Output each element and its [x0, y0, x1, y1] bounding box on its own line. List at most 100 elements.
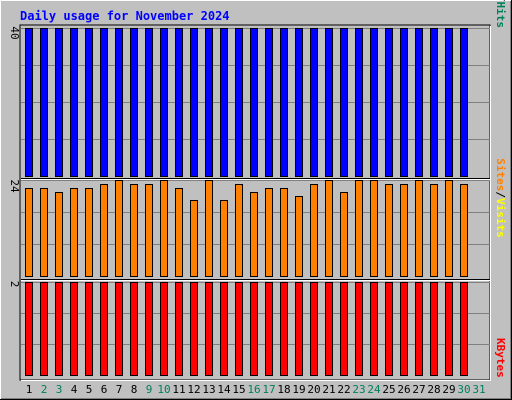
bar-kbytes-day-1 — [25, 282, 33, 376]
bar-files-day-1 — [25, 28, 33, 177]
bar-files-day-11 — [175, 28, 183, 177]
x-label-day-14: 14 — [217, 383, 231, 396]
bar-files-day-12 — [190, 28, 198, 177]
bar-sites-day-21 — [325, 180, 333, 277]
bar-sites-day-29 — [445, 180, 453, 277]
x-label-day-19: 19 — [292, 383, 305, 396]
bar-files-day-2 — [40, 28, 48, 177]
panel-separators — [21, 178, 490, 281]
bar-sites-day-13 — [205, 180, 213, 277]
bar-kbytes-day-4 — [70, 282, 78, 376]
bar-kbytes-day-11 — [175, 282, 183, 376]
bar-kbytes-day-28 — [430, 282, 438, 376]
chart-title: Daily usage for November 2024 — [20, 9, 230, 23]
x-label-day-11: 11 — [172, 383, 185, 396]
bar-sites-day-11 — [175, 188, 183, 277]
bar-kbytes-day-6 — [100, 282, 108, 376]
x-label-day-31: 31 — [472, 383, 485, 396]
x-label-day-30: 30 — [457, 383, 470, 396]
bar-files-day-3 — [55, 28, 63, 177]
x-label-day-25: 25 — [382, 383, 395, 396]
bar-sites-day-15 — [235, 184, 243, 277]
bar-sites-day-2 — [40, 188, 48, 277]
bar-kbytes-day-22 — [340, 282, 348, 376]
legend-slash-2: / — [494, 0, 507, 2]
bar-sites-day-23 — [355, 180, 363, 277]
bar-files-day-30 — [460, 28, 468, 177]
bar-files-day-22 — [340, 28, 348, 177]
x-label-day-7: 7 — [116, 383, 123, 396]
bar-kbytes-day-26 — [400, 282, 408, 376]
bar-files-day-29 — [445, 28, 453, 177]
bar-kbytes-day-25 — [385, 282, 393, 376]
bar-files-day-7 — [115, 28, 123, 177]
bar-sites-day-6 — [100, 184, 108, 277]
x-label-day-29: 29 — [442, 383, 455, 396]
bar-sites-day-1 — [25, 188, 33, 277]
x-label-day-22: 22 — [337, 383, 350, 396]
x-axis-labels: 1 2 3 4 5 6 7 8 9 10 11 12 13 14 15 16 17 18 19 20 21 22 23 24 2… — [26, 383, 486, 396]
x-label-day-1: 1 — [26, 383, 33, 396]
bar-kbytes-day-2 — [40, 282, 48, 376]
legend-hits-files-pages: Pages/Files/Hits — [494, 0, 507, 28]
bar-kbytes-day-8 — [130, 282, 138, 376]
x-label-day-23: 23 — [352, 383, 365, 396]
bar-files-day-15 — [235, 28, 243, 177]
bar-files-day-28 — [430, 28, 438, 177]
bar-kbytes-day-10 — [160, 282, 168, 376]
x-label-day-15: 15 — [232, 383, 245, 396]
bar-kbytes-day-20 — [310, 282, 318, 376]
bar-kbytes-day-19 — [295, 282, 303, 376]
bar-kbytes-day-30 — [460, 282, 468, 376]
x-label-day-6: 6 — [101, 383, 108, 396]
bar-sites-day-8 — [130, 184, 138, 277]
bar-kbytes-day-29 — [445, 282, 453, 376]
bar-files-day-13 — [205, 28, 213, 177]
bar-sites-day-3 — [55, 192, 63, 277]
x-label-day-9: 9 — [146, 383, 153, 396]
bar-files-day-23 — [355, 28, 363, 177]
x-label-day-3: 3 — [56, 383, 63, 396]
legend-kbytes: KBytes — [494, 338, 507, 378]
bar-sites-day-17 — [265, 188, 273, 277]
bar-kbytes-day-18 — [280, 282, 288, 376]
kbytes-axis-max-label: 2 — [8, 281, 21, 288]
legend-visits: Visits — [494, 198, 507, 238]
bar-files-day-24 — [370, 28, 378, 177]
x-label-day-20: 20 — [307, 383, 320, 396]
bar-kbytes-day-15 — [235, 282, 243, 376]
kbytes-bars — [25, 282, 468, 376]
x-label-day-28: 28 — [427, 383, 440, 396]
x-label-day-18: 18 — [277, 383, 290, 396]
bar-files-day-25 — [385, 28, 393, 177]
sites-axis-max-label: 24 — [8, 179, 21, 193]
x-label-day-16: 16 — [247, 383, 260, 396]
bar-files-day-16 — [250, 28, 258, 177]
x-label-day-21: 21 — [322, 383, 335, 396]
bar-kbytes-day-23 — [355, 282, 363, 376]
bar-sites-day-20 — [310, 184, 318, 277]
bar-sites-day-22 — [340, 192, 348, 277]
bar-kbytes-day-5 — [85, 282, 93, 376]
bar-kbytes-day-17 — [265, 282, 273, 376]
bar-kbytes-day-7 — [115, 282, 123, 376]
bar-sites-day-4 — [70, 188, 78, 277]
x-label-day-17: 17 — [262, 383, 275, 396]
x-label-day-26: 26 — [397, 383, 410, 396]
bar-sites-day-27 — [415, 180, 423, 277]
bar-sites-day-18 — [280, 188, 288, 277]
bar-sites-day-16 — [250, 192, 258, 277]
bar-sites-day-24 — [370, 180, 378, 277]
x-label-day-10: 10 — [157, 383, 170, 396]
bar-sites-day-26 — [400, 184, 408, 277]
bar-files-day-4 — [70, 28, 78, 177]
bar-files-day-17 — [265, 28, 273, 177]
legend-slash-3: / — [494, 191, 507, 198]
bar-files-day-8 — [130, 28, 138, 177]
bar-kbytes-day-14 — [220, 282, 228, 376]
bar-sites-day-12 — [190, 200, 198, 277]
bar-sites-day-28 — [430, 184, 438, 277]
bar-sites-day-30 — [460, 184, 468, 277]
x-label-day-5: 5 — [86, 383, 93, 396]
bar-kbytes-day-27 — [415, 282, 423, 376]
